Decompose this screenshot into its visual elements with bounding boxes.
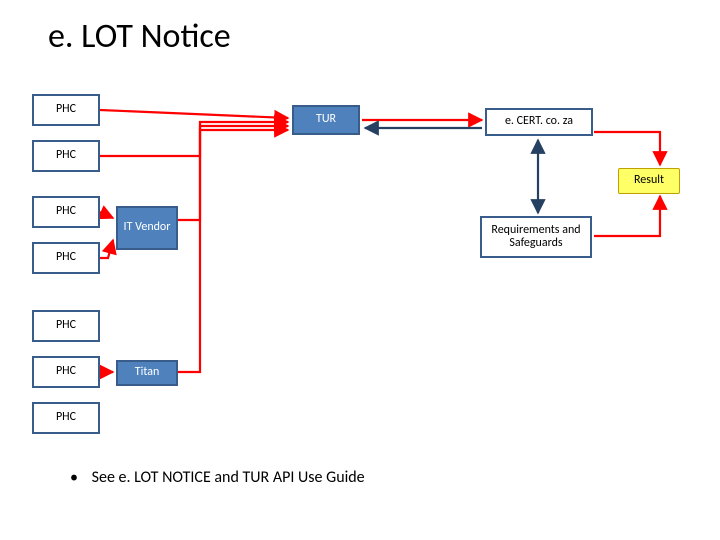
phc-box: PHC: [32, 310, 100, 342]
phc-box: PHC: [32, 140, 100, 172]
diagram-stage: e. LOT Notice: [0, 0, 720, 540]
phc-box: PHC: [32, 94, 100, 126]
footer-bullet: • See e. LOT NOTICE and TUR API Use Guid…: [70, 468, 365, 487]
bullet-dot: •: [70, 468, 88, 487]
bullet-text: See e. LOT NOTICE and TUR API Use Guide: [92, 468, 365, 487]
titan-box: Titan: [116, 360, 178, 386]
ecert-box: e. CERT. co. za: [485, 108, 593, 136]
phc-box: PHC: [32, 196, 100, 228]
phc-box: PHC: [32, 356, 100, 388]
tur-box: TUR: [292, 105, 360, 135]
requirements-box: Requirements and Safeguards: [480, 216, 592, 258]
phc-box: PHC: [32, 402, 100, 434]
edges-layer: [0, 0, 720, 540]
phc-box: PHC: [32, 242, 100, 274]
page-title: e. LOT Notice: [48, 16, 231, 57]
it-vendor-box: IT Vendor: [116, 206, 178, 250]
result-callout: Result: [618, 168, 680, 194]
